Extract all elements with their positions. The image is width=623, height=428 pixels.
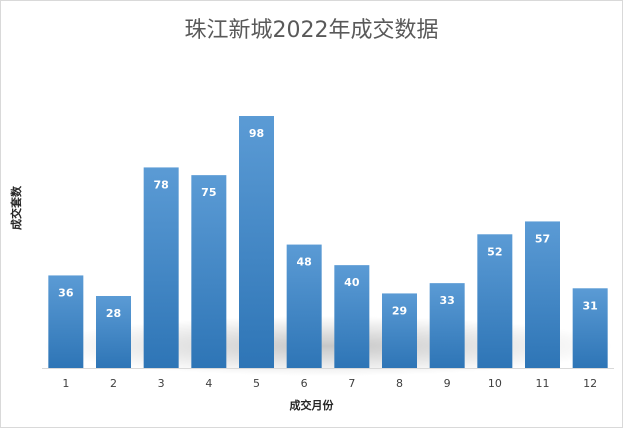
bar <box>48 275 84 368</box>
bar <box>239 116 274 368</box>
data-label: 29 <box>392 304 407 317</box>
x-tick-label: 3 <box>158 377 165 390</box>
bar <box>334 265 370 368</box>
chart-title: 珠江新城2022年成交数据 <box>184 18 439 43</box>
data-label: 31 <box>583 299 598 312</box>
bar <box>572 288 608 368</box>
x-tick-label: 4 <box>205 377 212 390</box>
data-label: 28 <box>106 307 121 320</box>
bar <box>191 175 227 368</box>
x-tick-label: 1 <box>62 377 69 390</box>
x-tick-label: 6 <box>301 377 308 390</box>
data-label: 36 <box>58 286 74 299</box>
data-label: 57 <box>535 232 550 245</box>
x-tick-label: 7 <box>348 377 355 390</box>
bar <box>286 244 322 368</box>
x-tick-label: 10 <box>488 377 502 390</box>
bar <box>143 167 179 368</box>
data-label: 98 <box>249 127 264 140</box>
bar <box>96 296 131 368</box>
data-label: 33 <box>440 294 455 307</box>
x-axis-label: 成交月份 <box>289 399 334 412</box>
bar <box>382 293 417 368</box>
data-label: 52 <box>487 245 502 258</box>
data-label: 40 <box>344 276 360 289</box>
bar <box>477 234 513 368</box>
x-tick-label: 2 <box>110 377 117 390</box>
data-label: 48 <box>297 256 312 269</box>
x-tick-label: 8 <box>396 377 403 390</box>
bar <box>525 221 560 368</box>
x-tick-label: 5 <box>253 377 260 390</box>
x-tick-label: 11 <box>536 377 550 390</box>
x-tick-label: 9 <box>444 377 451 390</box>
data-label: 78 <box>154 178 169 191</box>
data-label: 75 <box>201 186 216 199</box>
bar-shadow <box>42 316 614 376</box>
bar <box>429 283 465 368</box>
x-tick-label: 12 <box>583 377 597 390</box>
